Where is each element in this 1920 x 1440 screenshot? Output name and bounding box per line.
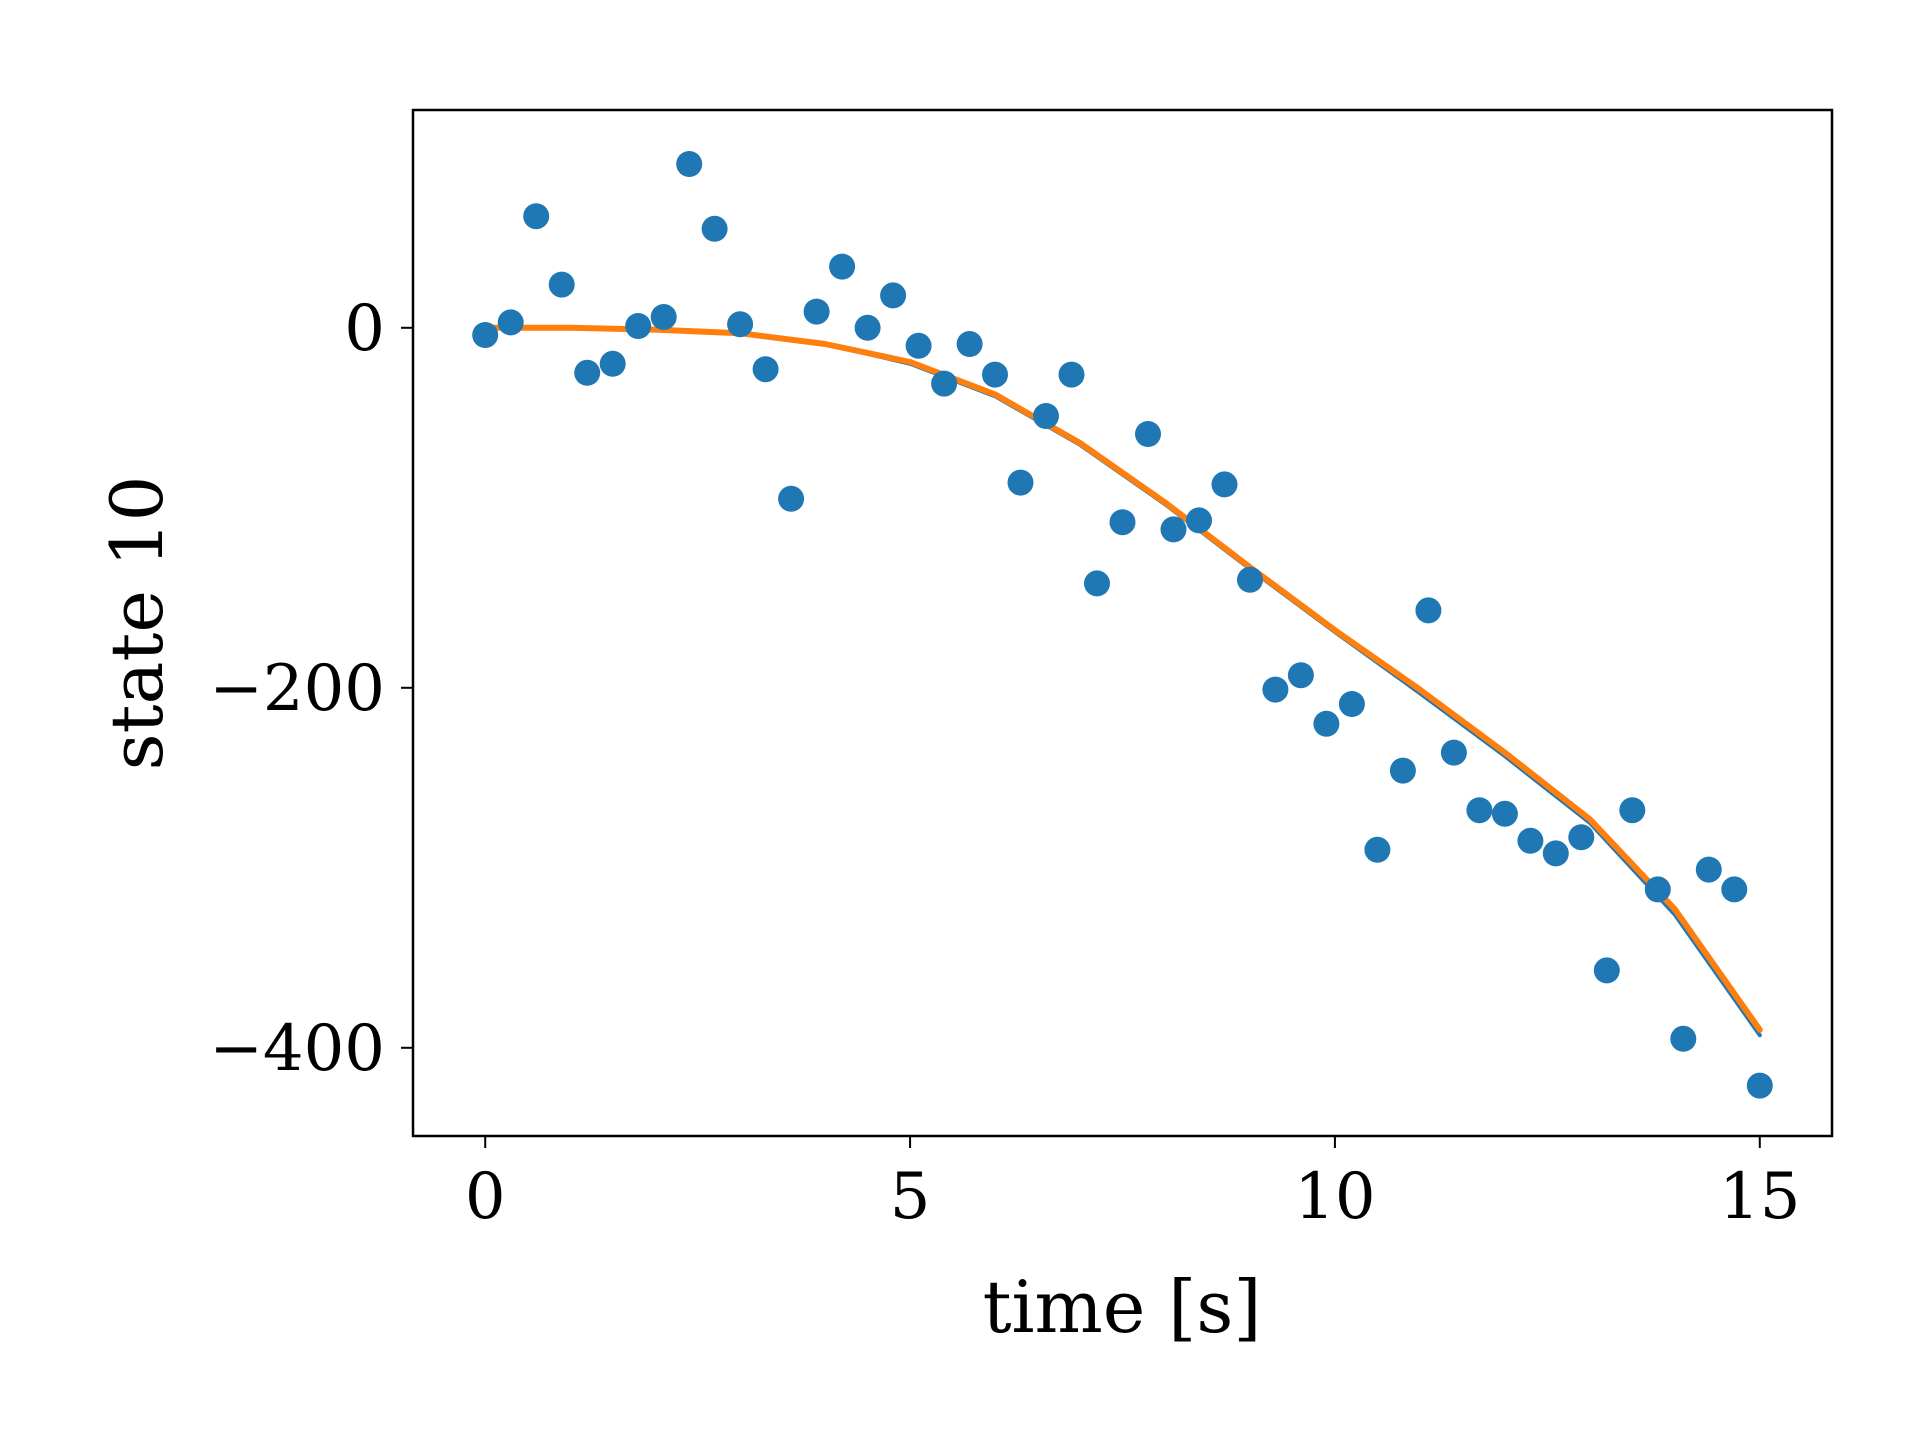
scatter-point [599, 350, 626, 377]
scatter-point [1746, 1072, 1773, 1099]
scatter-point [1364, 836, 1391, 863]
scatter-point [701, 215, 728, 242]
scatter-point [1491, 800, 1518, 827]
scatter-point [1084, 570, 1110, 597]
scatter-point [1237, 566, 1263, 593]
scatter-point [1670, 1025, 1697, 1052]
scatter-point [1721, 876, 1748, 903]
scatter-point [497, 309, 524, 336]
x-tick-label: 0 [465, 1160, 506, 1234]
y-tick-label: −400 [209, 1012, 385, 1086]
scatter-point [1007, 469, 1034, 496]
x-ticks: 0 5 10 15 [465, 1136, 1800, 1234]
scatter-point [574, 359, 601, 386]
scatter-point [625, 313, 652, 339]
scatter-point [1389, 757, 1416, 784]
scatter-point [880, 282, 907, 309]
y-tick-label: 0 [344, 292, 385, 366]
scatter-point [1568, 824, 1595, 851]
scatter-point [803, 298, 830, 325]
scatter-point [829, 253, 856, 280]
scatter-point [752, 356, 779, 383]
scatter-point [1593, 957, 1620, 984]
scatter-point [1058, 361, 1085, 388]
scatter-point [1033, 403, 1059, 429]
x-tick-label: 10 [1294, 1160, 1375, 1234]
x-tick-label: 15 [1719, 1160, 1800, 1234]
scatter-point [1262, 676, 1289, 703]
scatter-point [1186, 507, 1212, 534]
scatter-point [778, 485, 805, 512]
scatter-point [472, 322, 499, 348]
scatter-point [727, 311, 754, 338]
scatter-point [1135, 421, 1161, 447]
scatter-point [1695, 856, 1722, 883]
scatter-point [1211, 471, 1238, 498]
plot-frame [411, 108, 1834, 1138]
x-axis-label: time [s] [983, 1265, 1262, 1349]
scatter-point [905, 332, 932, 359]
x-tick-label: 5 [890, 1160, 931, 1234]
scatter-point [1415, 597, 1442, 624]
scatter-point [1517, 827, 1544, 854]
scatter-point [854, 314, 881, 341]
scatter-point [1466, 797, 1493, 824]
fit-line-orange [482, 324, 1763, 1033]
plot-area [413, 110, 1832, 1136]
scatter-point [1440, 739, 1467, 766]
scatter-point [1542, 840, 1569, 867]
scatter-point [523, 203, 550, 230]
scatter-point [1313, 710, 1340, 737]
scatter-point [1287, 662, 1314, 689]
scatter-point [956, 331, 983, 357]
scatter-point [1644, 876, 1671, 903]
series-lines [482, 324, 1763, 1038]
scatter-point [1160, 516, 1187, 543]
scatter-point [1619, 797, 1646, 824]
scatter-point [1109, 509, 1136, 536]
scatter-point [931, 370, 958, 397]
scatter-point [650, 304, 677, 330]
scatter-point [1338, 691, 1365, 717]
scatter-point [676, 151, 703, 177]
y-tick-label: −200 [209, 652, 385, 726]
y-axis-label: state 10 [95, 476, 179, 771]
scatter-point [548, 271, 575, 298]
y-ticks: 0 −200 −400 [209, 292, 413, 1086]
scatter-point [982, 361, 1008, 388]
scatter-points [472, 151, 1773, 1099]
